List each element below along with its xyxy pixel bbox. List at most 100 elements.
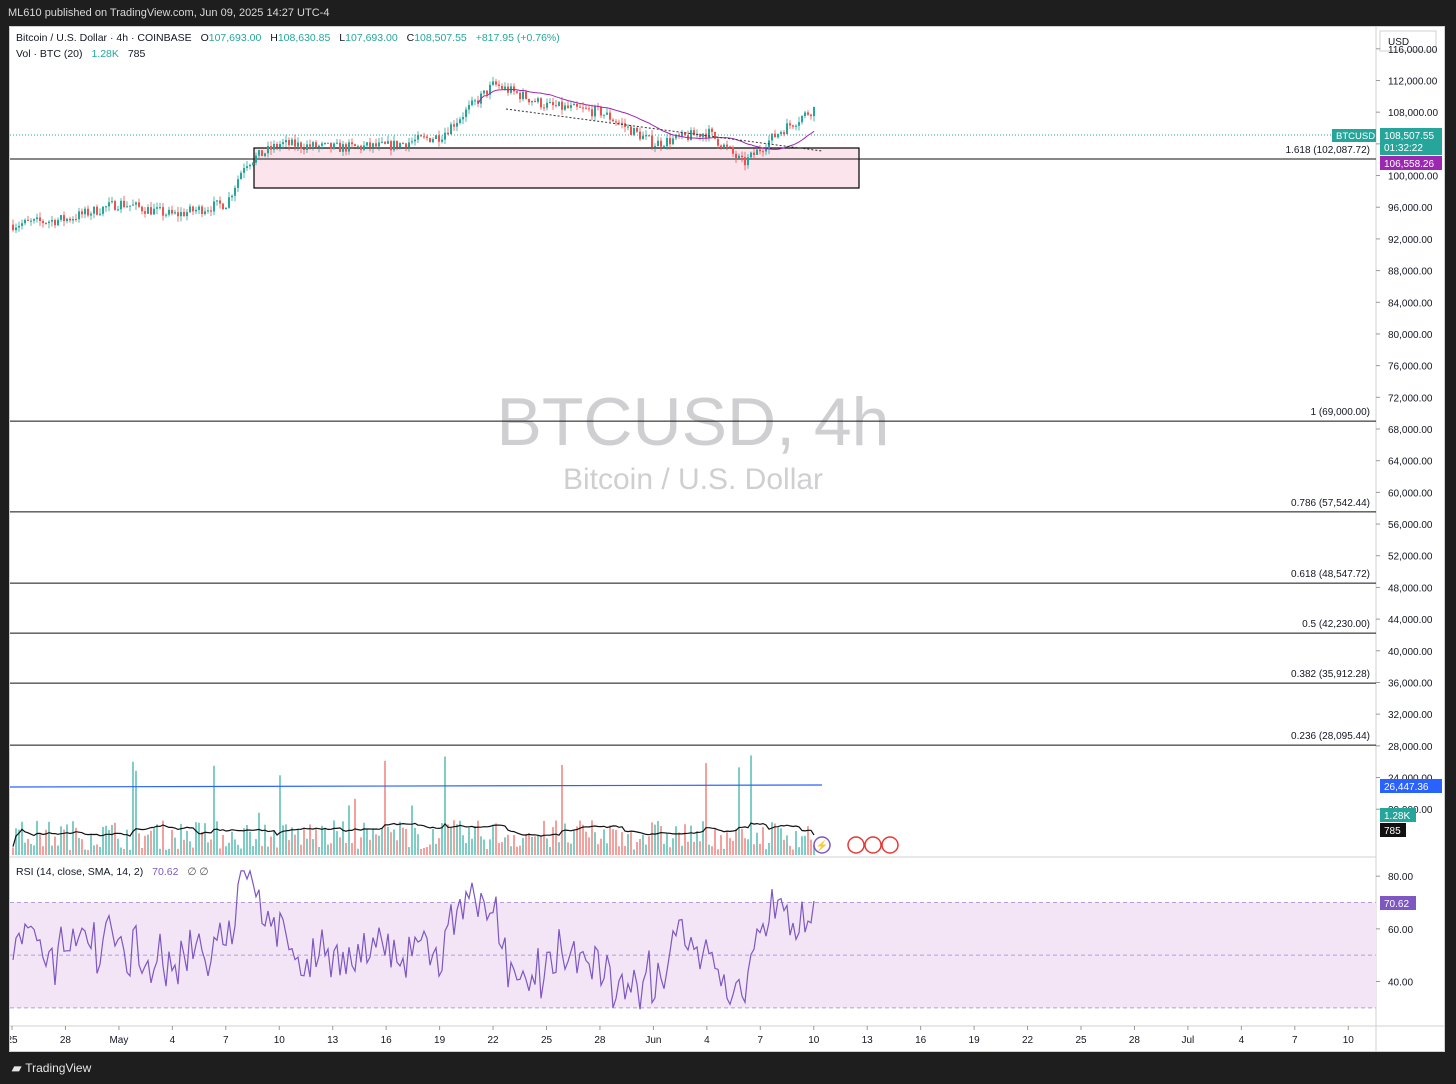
publish-bar: ML610 published on TradingView.com, Jun … [0, 0, 1456, 26]
candle-body [372, 143, 374, 148]
candle-body [807, 112, 809, 115]
candle-body [66, 218, 68, 222]
volume-bar [393, 829, 395, 855]
volume-bar [150, 830, 152, 855]
us-flag-event-icon[interactable] [881, 836, 899, 854]
price-tick-label: 92,000.00 [1388, 235, 1433, 246]
volume-bar [522, 837, 524, 855]
rsi-axis[interactable]: 80.00 60.00 40.00 [1376, 872, 1413, 989]
rsi-tick-label: 40.00 [1388, 978, 1413, 989]
volume-bar [699, 841, 701, 855]
candle-body [336, 142, 338, 144]
volume-bar [48, 821, 50, 855]
candle-body [753, 152, 755, 155]
candle-body [165, 214, 167, 216]
volume-bar [162, 820, 164, 855]
volume-bar [306, 838, 308, 855]
price-tick-label: 36,000.00 [1388, 678, 1433, 689]
candle-body [708, 128, 710, 138]
candle-body [333, 143, 335, 149]
volume-bar [285, 824, 287, 855]
volume-bar [591, 820, 593, 855]
volume-bar [798, 847, 800, 855]
volume-bar [243, 828, 245, 855]
footer-brand[interactable]: TradingView [25, 1061, 92, 1075]
candle-body [177, 212, 179, 217]
candle-body [135, 202, 137, 205]
candle-body [585, 107, 587, 109]
volume-bar [609, 825, 611, 855]
candle-body [582, 107, 584, 109]
consolidation-range-box[interactable] [253, 147, 860, 189]
volume-bar [180, 823, 182, 855]
candle-body [756, 149, 758, 155]
time-label: 13 [327, 1035, 339, 1046]
candle-body [285, 140, 287, 143]
candle-body [786, 123, 788, 135]
price-tick-label: 116,000.00 [1388, 45, 1438, 56]
volume-bar [270, 836, 272, 855]
candle-body [48, 221, 50, 224]
lightning-event-icon[interactable] [813, 836, 831, 854]
time-label: 10 [1343, 1035, 1355, 1046]
volume-bar [324, 828, 326, 855]
candle-body [63, 215, 65, 222]
volume-bar [78, 837, 80, 855]
volume-bar [186, 830, 188, 855]
chart-svg[interactable]: BTCUSD, 4h Bitcoin / U.S. Dollar 1.618 (… [6, 27, 1444, 1051]
volume-bar [390, 832, 392, 855]
volume-bar [621, 832, 623, 855]
volume-bar [582, 824, 584, 855]
candle-body [201, 206, 203, 215]
candle-body [126, 206, 128, 208]
candle-body [159, 207, 161, 209]
volume-bar [336, 831, 338, 855]
candle-body [405, 143, 407, 148]
volume-bar [291, 827, 293, 855]
rsi-line [12, 868, 815, 1010]
volume-bar [60, 826, 62, 855]
volume-bar [459, 820, 461, 855]
candle-body [723, 144, 725, 148]
time-axis[interactable]: 25 28 May 4 7 10 13 16 19 22 25 28 Jun 4 7 10 13 16 19 22 25… [6, 1026, 1355, 1046]
candle-body [324, 142, 326, 144]
price-tick-label: 80,000.00 [1388, 330, 1433, 341]
candle-body [378, 142, 380, 147]
volume-bar [252, 846, 254, 855]
volume-bar [408, 847, 410, 855]
volume-bar [768, 842, 770, 855]
volume-bar [246, 824, 248, 855]
candle-body [357, 145, 359, 147]
volume-bar [642, 834, 644, 855]
descending-trendline[interactable] [505, 108, 823, 152]
candle-body [435, 135, 437, 140]
watermark-name: Bitcoin / U.S. Dollar [563, 463, 823, 496]
candle-body [762, 151, 764, 153]
candle-body [750, 152, 752, 158]
volume-bar [786, 835, 788, 855]
volume-bar [159, 848, 161, 855]
event-icons[interactable]: ⚡ [813, 836, 899, 854]
us-flag-event-icon[interactable] [847, 836, 865, 854]
candle-body [117, 209, 119, 211]
volume-bar [399, 821, 401, 855]
candle-body [783, 132, 785, 135]
candle-body [564, 105, 566, 110]
currency-box[interactable] [1379, 30, 1437, 52]
us-flag-event-icon[interactable] [864, 836, 882, 854]
volume-bar [687, 841, 689, 855]
volume-bars [12, 755, 815, 855]
fib-retracement[interactable]: 1.618 (102,087.72) 1 (69,000.00) 0.786 (57… [10, 145, 1376, 746]
volume-bar [540, 836, 542, 855]
candle-body [732, 147, 734, 154]
candle-body [261, 150, 263, 157]
candle-body [99, 213, 101, 215]
candle-body [600, 106, 602, 116]
candle-body [294, 139, 296, 147]
tradingview-logo-icon[interactable]: ▰ [12, 1061, 22, 1075]
candle-body [489, 84, 491, 95]
candle-body [309, 144, 311, 147]
volume-bar [423, 847, 425, 855]
volume-bar [120, 847, 122, 855]
volume-bar [624, 845, 626, 855]
